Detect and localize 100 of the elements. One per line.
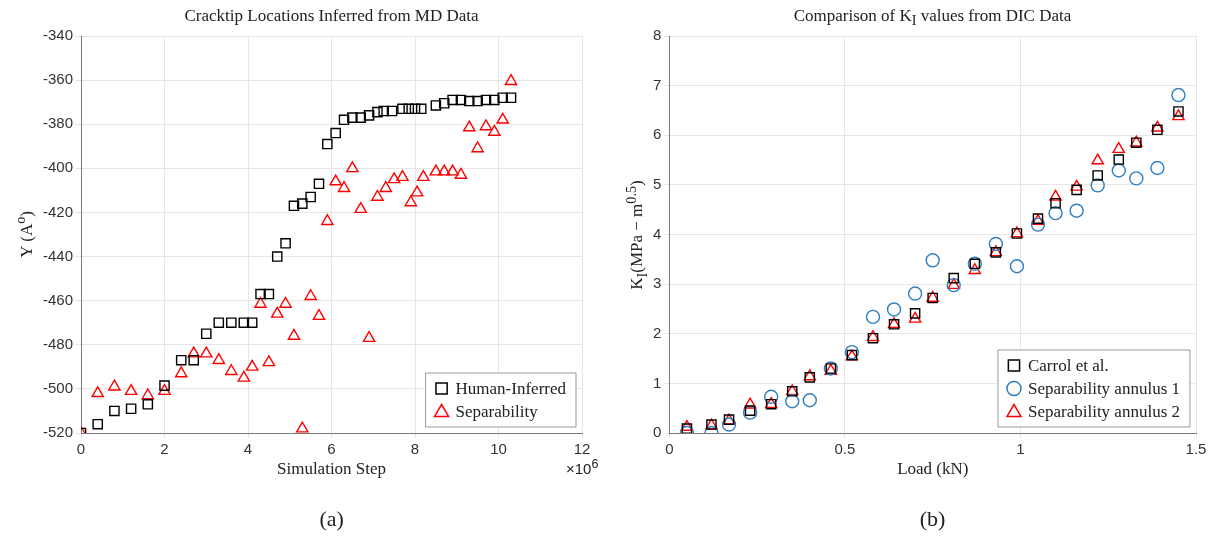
point <box>330 127 341 139</box>
point <box>1111 163 1126 178</box>
x-tick-label: 0 <box>665 440 674 458</box>
point <box>680 419 694 431</box>
point <box>907 286 923 301</box>
point <box>159 380 170 391</box>
x-tick-label: 0 <box>76 440 86 458</box>
point <box>454 167 468 179</box>
point <box>743 397 757 409</box>
point <box>287 328 301 340</box>
legend-label: Separability annulus 1 <box>1027 378 1180 398</box>
point <box>312 308 326 321</box>
point <box>379 180 393 193</box>
y-tick-label: 2 <box>653 323 662 341</box>
point <box>472 95 483 107</box>
legend-label: Separability annulus 2 <box>1027 401 1180 421</box>
point <box>141 388 155 400</box>
point <box>263 288 275 300</box>
text: ×10$^{6}$ <box>566 457 599 477</box>
x-tick-label: 0.5 <box>834 440 856 458</box>
point <box>378 105 389 117</box>
point <box>347 112 358 123</box>
point <box>1171 87 1186 103</box>
point <box>305 191 316 203</box>
point <box>462 120 476 132</box>
point <box>404 195 418 207</box>
point <box>1090 178 1105 193</box>
point <box>363 110 375 121</box>
point <box>91 386 105 398</box>
point <box>497 92 508 104</box>
point <box>429 164 443 176</box>
point <box>371 189 384 201</box>
point <box>255 288 266 300</box>
point <box>158 383 171 396</box>
x-tick-label: 8 <box>410 440 420 458</box>
point <box>437 164 451 176</box>
point <box>488 124 501 136</box>
x-tick-label: 10 <box>490 440 507 458</box>
point <box>187 346 201 358</box>
point <box>262 355 276 367</box>
point <box>785 394 800 409</box>
point <box>909 308 921 319</box>
point <box>1048 205 1063 221</box>
point <box>396 169 409 182</box>
point <box>438 97 450 109</box>
y-tick-label: -460 <box>42 290 74 308</box>
point <box>188 354 200 366</box>
y-tick-label: -420 <box>42 202 74 220</box>
point <box>304 289 317 301</box>
y-tick-label: 8 <box>653 26 662 44</box>
legend-label: Human-Inferred <box>455 378 567 398</box>
point <box>346 161 359 173</box>
point <box>279 296 292 308</box>
point <box>1172 109 1185 121</box>
point <box>948 272 960 284</box>
point <box>237 370 251 382</box>
point <box>504 74 518 86</box>
chart-title: Comparison of K$_{I}$ values from DIC Data <box>793 6 1072 30</box>
point <box>1091 153 1105 165</box>
y-tick-label: 4 <box>653 224 662 242</box>
y-tick-label: -500 <box>42 379 74 397</box>
point <box>92 418 104 430</box>
point <box>417 169 430 182</box>
point <box>224 364 238 376</box>
x-tick-label: 1 <box>1016 440 1025 458</box>
x-tick-label: 6 <box>327 440 336 458</box>
point <box>763 389 779 404</box>
y-tick-label: 0 <box>653 423 662 441</box>
point <box>212 353 226 365</box>
point <box>322 138 333 150</box>
point <box>362 330 376 343</box>
point <box>496 112 510 124</box>
point <box>288 200 300 212</box>
point <box>925 253 940 268</box>
point <box>174 366 188 378</box>
point <box>246 317 258 329</box>
y-tick-label: -440 <box>42 246 74 264</box>
point <box>109 405 120 417</box>
point <box>124 383 138 396</box>
point <box>280 238 291 249</box>
point <box>1113 154 1125 165</box>
point <box>200 328 212 340</box>
y-tick-label: 3 <box>653 274 662 292</box>
y-tick-label: -360 <box>42 70 74 88</box>
point <box>238 317 250 329</box>
point <box>1071 184 1082 196</box>
y-tick-label: 7 <box>653 75 662 93</box>
point <box>886 302 902 317</box>
point <box>403 103 415 115</box>
point <box>1152 124 1163 136</box>
point <box>744 405 756 416</box>
x-axis-title: Load (kN) <box>897 459 969 479</box>
y-tick-label: 5 <box>653 175 662 193</box>
point <box>1112 141 1126 154</box>
point <box>1009 259 1025 274</box>
point <box>1030 217 1046 232</box>
point <box>802 393 817 408</box>
point <box>505 92 517 104</box>
point <box>480 94 492 106</box>
point <box>142 399 154 410</box>
